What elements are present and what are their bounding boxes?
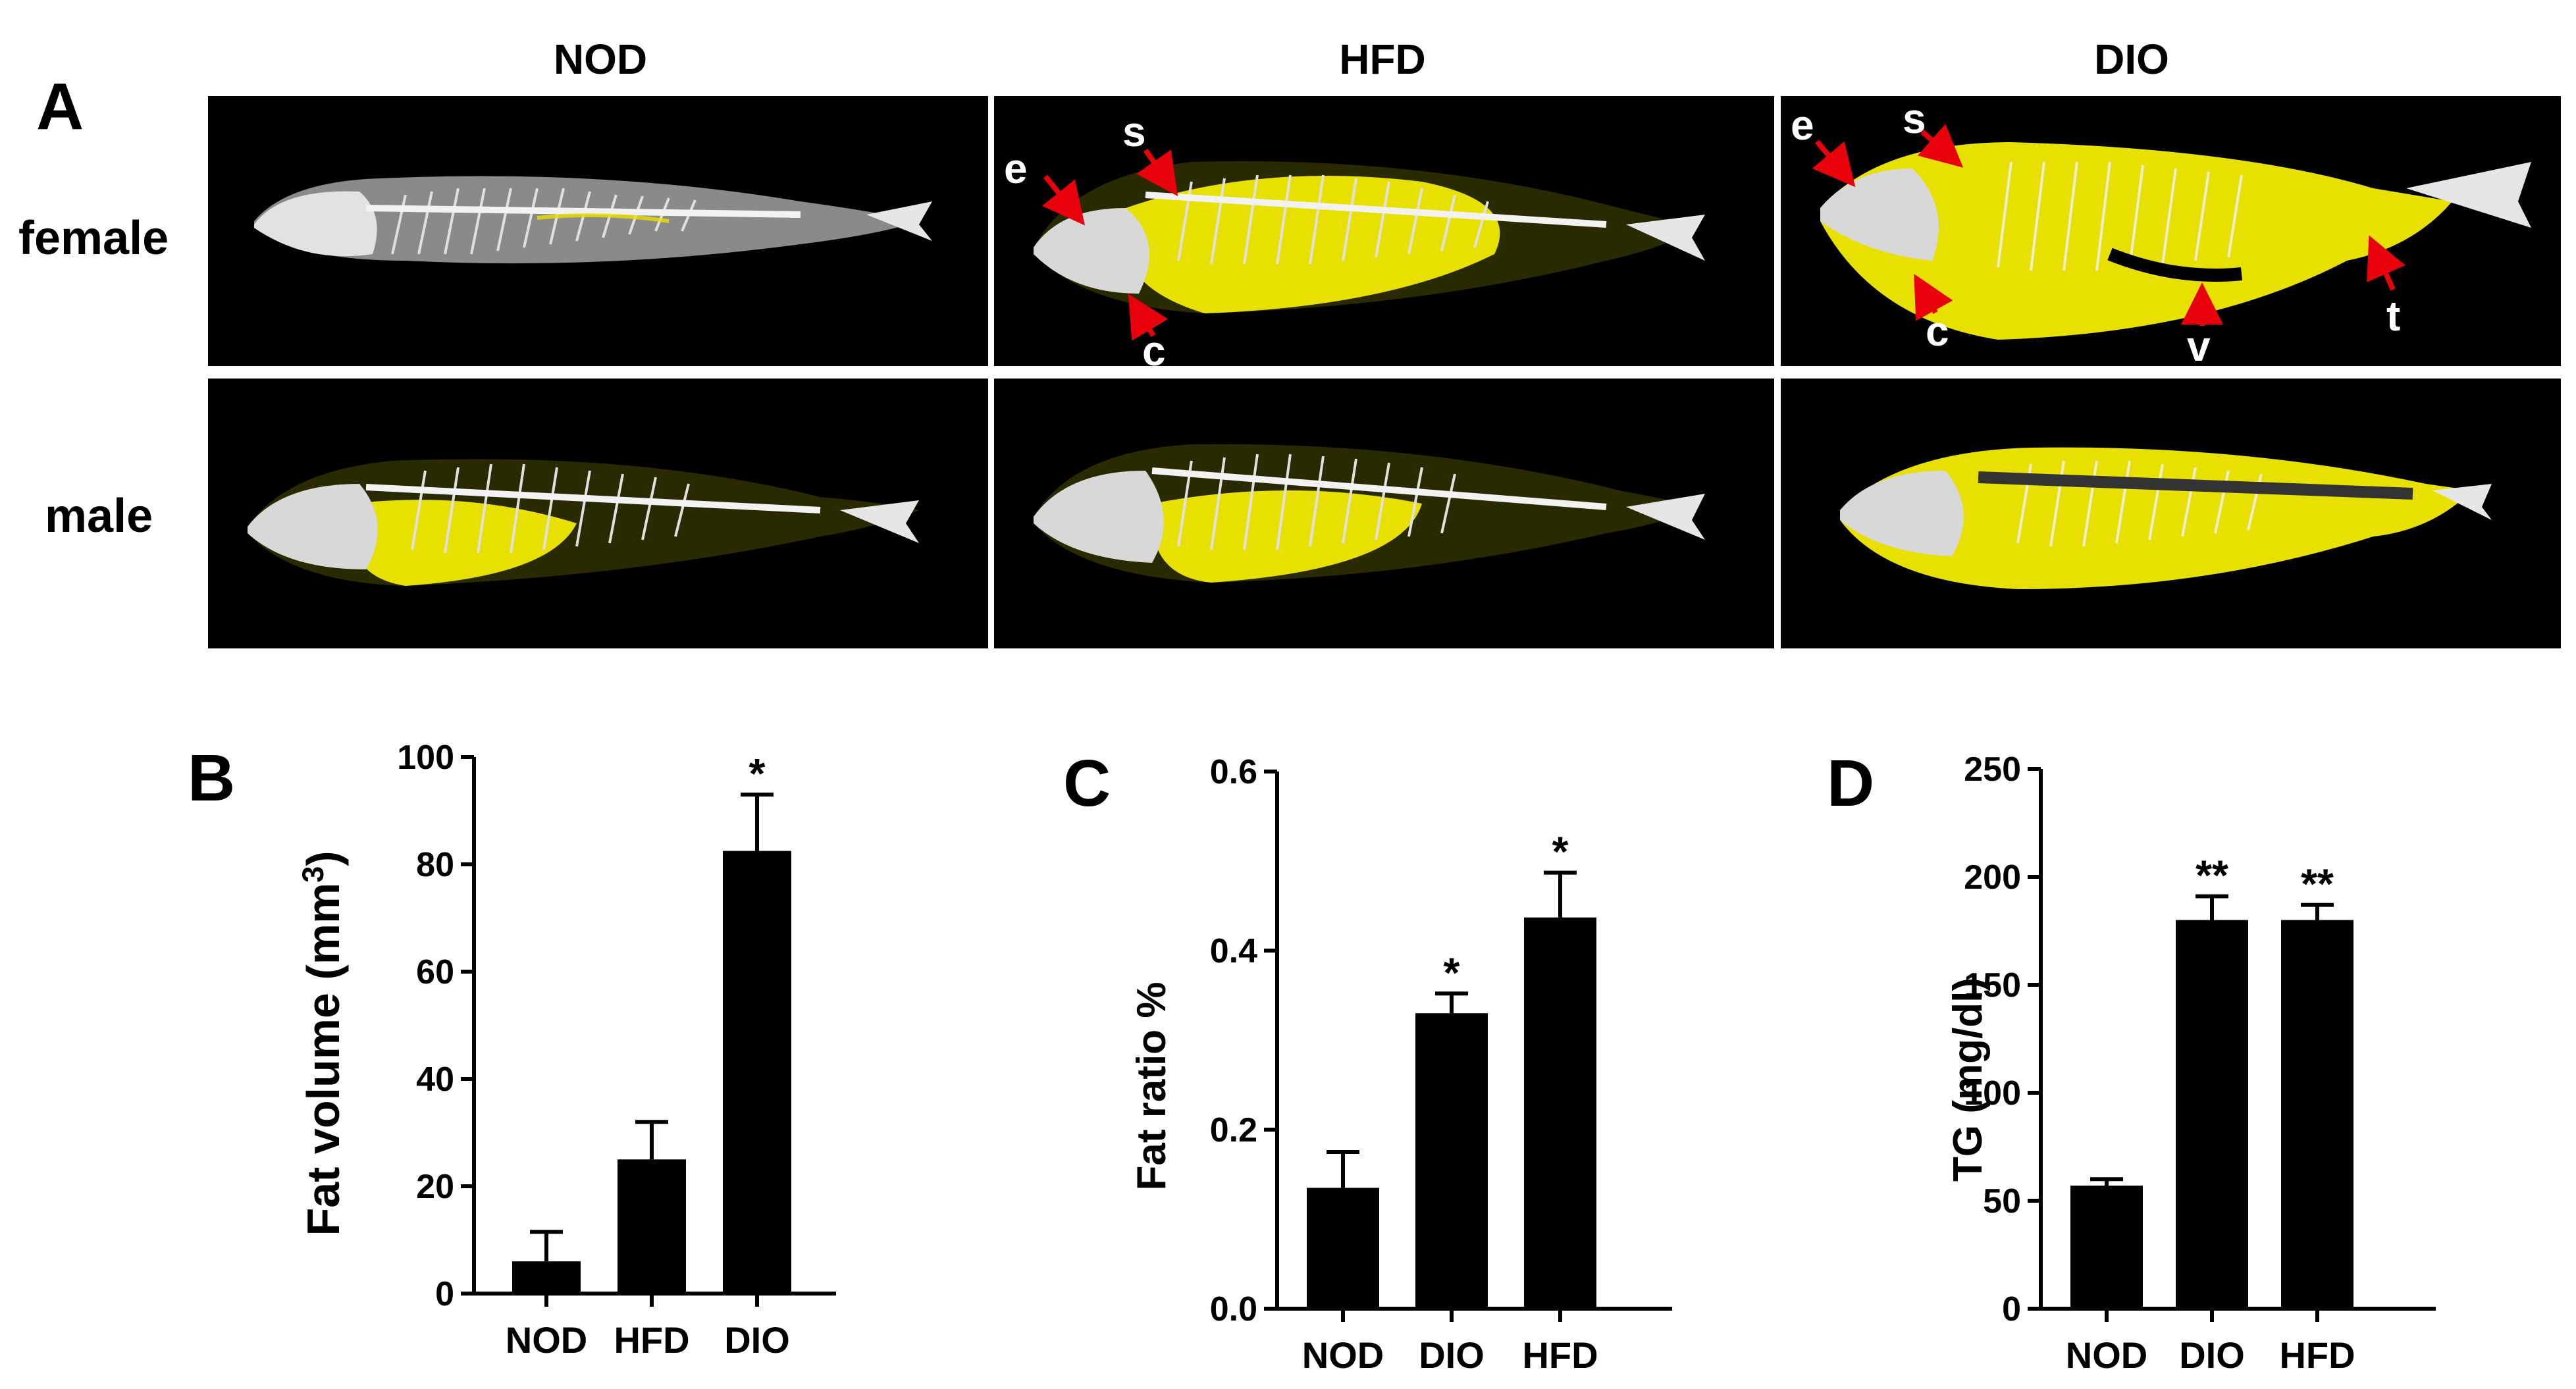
scan-dio-male [1781, 379, 2561, 648]
row-header-male: male [45, 490, 153, 542]
error-bar-hfd [1544, 870, 1577, 918]
x-category-label: HFD [2279, 1334, 2355, 1376]
scan-nod-male [208, 379, 988, 648]
chart-d-ylabel: TG (mg/dl) [1945, 978, 1991, 1182]
bar-nod [2070, 1186, 2143, 1309]
chart-fat-ratio: Fat ratio % 0.0 0.2 0.4 0.6 NOD DIO * HFD * [1129, 753, 1672, 1376]
y-tick-label: 50 [1983, 1182, 2021, 1220]
column-header-hfd: HFD [1339, 36, 1426, 83]
y-tick-label: 20 [416, 1168, 454, 1206]
y-tick-label: 200 [1964, 858, 2021, 897]
significance-marker: * [749, 750, 766, 797]
y-tick-label: 80 [416, 846, 454, 884]
fish-dio-female-image [1820, 142, 2531, 340]
error-bar-hfd [635, 1120, 668, 1160]
y-tick-label: 0.0 [1210, 1290, 1257, 1328]
chart-tg: TG (mg/dl) 0 50 100 150 200 250 NOD DIO ** HFD ** [1945, 750, 2436, 1376]
fish-dio-male-image [1840, 447, 2492, 589]
x-category-label: DIO [724, 1319, 790, 1361]
y-tick-label: 250 [1964, 750, 2021, 789]
bar-nod [512, 1261, 581, 1294]
bar-nod [1307, 1188, 1379, 1309]
panel-c-letter: C [1063, 747, 1111, 820]
column-header-dio: DIO [2094, 36, 2169, 83]
x-category-label: HFD [614, 1319, 689, 1361]
label-dio-female-c: c [1926, 307, 1949, 355]
fish-hfd-female-image [1034, 161, 1705, 313]
x-category-label: NOD [506, 1319, 587, 1361]
fish-hfd-male-image [1034, 444, 1705, 583]
error-bar-hfd [2301, 903, 2334, 920]
significance-marker: * [1552, 828, 1569, 876]
y-tick-label: 40 [416, 1061, 454, 1099]
x-category-label: NOD [1302, 1334, 1384, 1376]
y-tick-label: 60 [416, 953, 454, 991]
bar-dio [2176, 920, 2248, 1309]
scan-nod-female [208, 96, 988, 366]
x-category-label: DIO [1419, 1334, 1485, 1376]
y-tick-label: 100 [1964, 1074, 2021, 1113]
panel-d-letter: D [1827, 747, 1875, 820]
label-dio-female-s: s [1903, 95, 1926, 142]
x-category-label: NOD [2066, 1334, 2147, 1376]
error-bar-dio [1435, 991, 1468, 1014]
label-hfd-female-s: s [1122, 108, 1146, 155]
significance-marker: ** [2301, 860, 2334, 908]
bar-hfd [1524, 917, 1596, 1309]
fish-nod-male-image [248, 459, 919, 586]
x-category-label: DIO [2179, 1334, 2245, 1376]
fish-nod-female-image [254, 176, 932, 264]
bar-dio [723, 851, 791, 1294]
chart-b-ylabel: Fat volume (mm3) [296, 851, 349, 1236]
y-tick-label: 0.6 [1210, 753, 1257, 791]
label-hfd-female-e: e [1004, 145, 1028, 192]
y-tick-label: 100 [397, 739, 454, 777]
error-bar-nod [530, 1230, 563, 1262]
significance-marker: ** [2195, 852, 2228, 899]
panel-b-letter: B [188, 741, 236, 815]
significance-marker: * [1444, 949, 1460, 996]
error-bar-dio [2195, 894, 2228, 920]
y-tick-label: 150 [1964, 966, 2021, 1005]
chart-c-ylabel: Fat ratio % [1129, 982, 1174, 1191]
row-header-female: female [18, 212, 169, 265]
label-dio-female-t: t [2386, 292, 2400, 340]
bar-hfd [618, 1159, 686, 1294]
y-tick-label: 0.4 [1210, 932, 1257, 970]
error-bar-nod [1327, 1150, 1359, 1188]
error-bar-nod [2090, 1177, 2123, 1186]
y-tick-label: 0.2 [1210, 1111, 1257, 1149]
bar-hfd [2281, 920, 2353, 1309]
label-hfd-female-c: c [1142, 327, 1166, 375]
y-tick-label: 0 [2002, 1290, 2021, 1328]
scan-dio-female [1781, 96, 2561, 366]
scan-hfd-male [994, 379, 1774, 648]
label-dio-female-v: v [2187, 323, 2211, 370]
scan-hfd-female [994, 96, 1774, 366]
x-category-label: HFD [1522, 1334, 1598, 1376]
bar-dio [1415, 1013, 1488, 1309]
column-header-nod: NOD [553, 36, 648, 83]
annotation-layer: e s c e s c v t [1004, 95, 2405, 375]
y-tick-label: 0 [435, 1275, 454, 1313]
label-dio-female-e: e [1791, 101, 1814, 149]
panel-a-letter: A [36, 70, 84, 144]
chart-fat-volume: Fat volume (mm3) 0 20 40 60 80 100 NOD HFD DIO * [296, 739, 836, 1361]
error-bar-dio [741, 793, 774, 851]
